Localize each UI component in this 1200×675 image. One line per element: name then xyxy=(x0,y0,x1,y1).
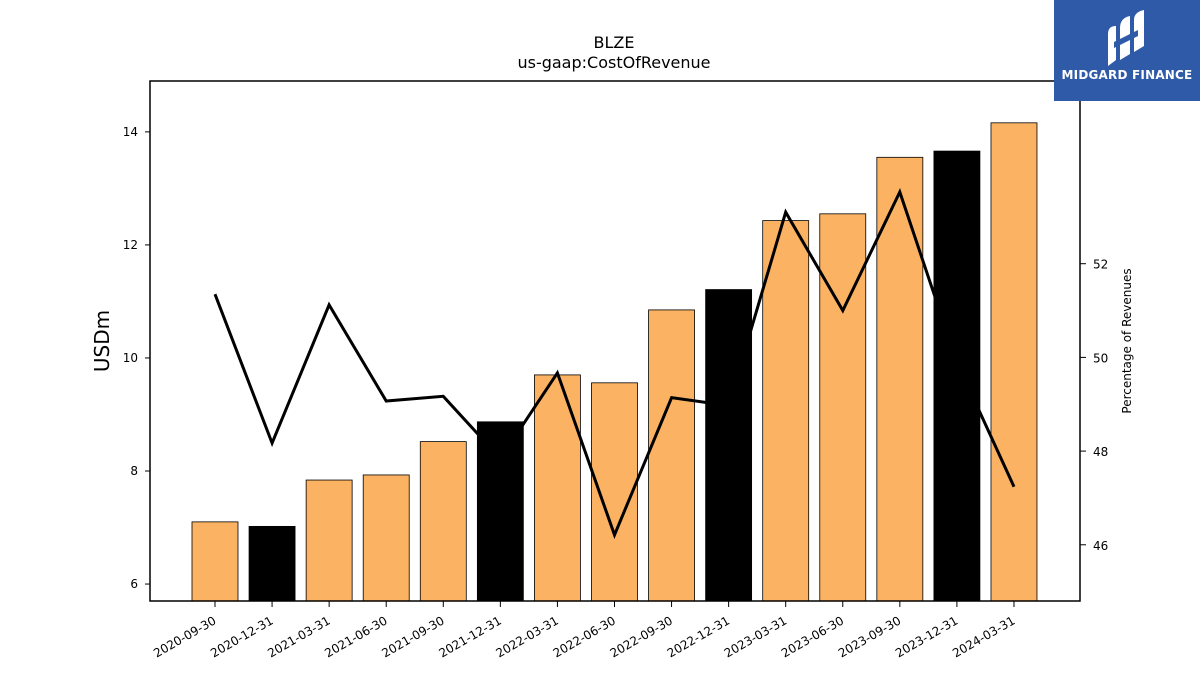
chart-title: BLZE xyxy=(594,33,635,52)
bar-2022-12-31 xyxy=(705,289,753,602)
y-tick-right-label: 46 xyxy=(1093,539,1108,553)
bars-layer xyxy=(191,122,1038,602)
y-axis-left: 6 8 10 12 14 xyxy=(123,125,150,591)
x-tick-label: 2022-03-31 xyxy=(494,613,561,660)
bar-2021-09-30 xyxy=(419,441,467,602)
bar-2022-03-31 xyxy=(534,374,581,602)
y-axis-label-left: USDm xyxy=(90,310,114,372)
bar-2023-03-31 xyxy=(762,220,810,602)
brand-name: MIDGARD FINANCE xyxy=(1061,68,1193,82)
x-tick-label: 2021-03-31 xyxy=(265,613,332,660)
plot-frame xyxy=(149,80,1081,602)
y-tick-left-label: 12 xyxy=(123,238,138,252)
x-tick-label: 2021-12-31 xyxy=(436,613,503,660)
y-tick-right-label: 52 xyxy=(1093,258,1108,272)
bar-2020-12-31 xyxy=(248,525,296,602)
bar-2023-09-30 xyxy=(876,156,924,602)
y-tick-right-label: 50 xyxy=(1093,351,1108,365)
y-axis-label-right: Percentage of Revenues xyxy=(1120,268,1134,413)
x-tick-label: 2022-12-31 xyxy=(665,613,732,660)
x-tick-label: 2021-09-30 xyxy=(379,613,446,660)
bar-2024-03-31 xyxy=(990,122,1038,602)
x-tick-label: 2021-06-30 xyxy=(322,613,389,660)
x-tick-label: 2022-06-30 xyxy=(551,613,618,660)
y-tick-right-label: 48 xyxy=(1093,445,1108,459)
x-tick-label: 2023-06-30 xyxy=(779,613,846,660)
x-tick-label: 2020-12-31 xyxy=(208,613,275,660)
midgard-logo-icon xyxy=(1108,10,1144,66)
y-tick-left-label: 8 xyxy=(130,464,138,478)
bar-2020-09-30 xyxy=(191,521,239,602)
y-tick-left-label: 6 xyxy=(130,577,138,591)
y-tick-left-label: 14 xyxy=(123,125,138,139)
bar-2021-06-30 xyxy=(362,474,410,602)
bar-2023-06-30 xyxy=(819,213,867,602)
bar-2022-09-30 xyxy=(648,309,695,602)
y-tick-left-label: 10 xyxy=(123,351,138,365)
x-tick-label: 2022-09-30 xyxy=(608,613,675,660)
x-tick-label: 2020-09-30 xyxy=(151,613,218,660)
percentage-line xyxy=(213,188,1016,540)
x-axis: 2020-09-302020-12-312021-03-312021-06-30… xyxy=(151,601,1017,660)
x-tick-label: 2023-03-31 xyxy=(722,613,789,660)
x-tick-label: 2023-09-30 xyxy=(836,613,903,660)
chart-subtitle: us-gaap:CostOfRevenue xyxy=(517,53,710,72)
bar-2023-12-31 xyxy=(933,150,981,602)
brand-logo: MIDGARD FINANCE xyxy=(1054,0,1200,101)
line-layer xyxy=(213,188,1016,540)
y-axis-right: 46 48 50 52 xyxy=(1080,258,1108,553)
bar-2021-03-31 xyxy=(305,479,353,602)
x-tick-label: 2023-12-31 xyxy=(893,613,960,660)
x-tick-label: 2024-03-31 xyxy=(950,613,1017,660)
bar-2021-12-31 xyxy=(476,421,524,602)
